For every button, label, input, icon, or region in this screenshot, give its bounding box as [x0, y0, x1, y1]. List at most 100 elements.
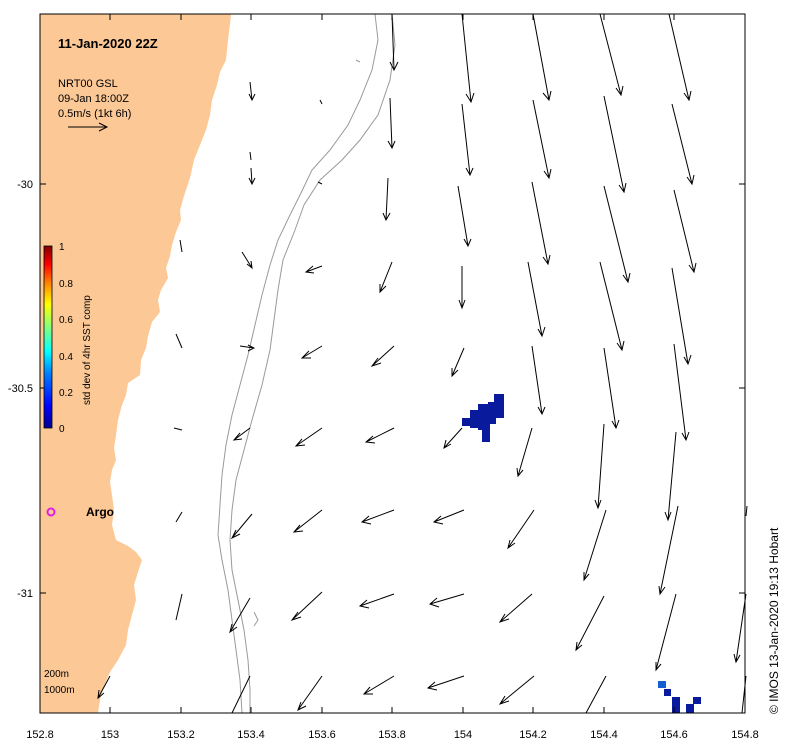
current-arrow [655, 593, 677, 672]
colorbar-tick: 0.8 [59, 279, 73, 290]
colorbar-tick: 0.2 [59, 388, 73, 399]
land-mass [40, 14, 231, 713]
current-arrow [516, 427, 533, 478]
x-tick-label: 154.6 [660, 729, 688, 741]
argo-marker[interactable] [46, 507, 56, 517]
current-arrow [358, 593, 395, 609]
current-arrow [379, 261, 393, 294]
current-arrow [575, 595, 605, 652]
timestamp-title: 11-Jan-2020 22Z [58, 36, 158, 51]
y-tick-label: -31 [17, 588, 33, 600]
current-arrow [498, 675, 535, 705]
current-arrow [294, 427, 323, 447]
current-arrow [527, 261, 546, 338]
current-arrow [429, 593, 465, 608]
current-arrow [230, 513, 253, 540]
scale-label: 0.5m/s (1kt 6h) [58, 108, 131, 120]
current-arrow [362, 675, 395, 695]
x-tick-label: 153.4 [237, 729, 265, 741]
current-arrow [583, 509, 607, 582]
current-arrow [175, 511, 183, 523]
current-arrow [304, 265, 323, 274]
contour-1000m [229, 13, 396, 713]
current-arrow [389, 13, 399, 72]
current-arrow [599, 261, 625, 352]
current-arrow [292, 509, 323, 533]
current-arrow [585, 675, 607, 714]
current-arrow [319, 99, 323, 105]
current-arrow [241, 251, 253, 270]
current-arrow [599, 13, 624, 97]
x-axis-labels: 152.8 153 153.2 153.4 153.6 153.8 154 15… [26, 729, 759, 741]
current-arrow [175, 593, 183, 621]
current-arrow [432, 509, 465, 525]
colorbar-tick: 1 [59, 242, 65, 253]
current-arrow [532, 99, 552, 180]
colorbar-ticks: 1 0.8 0.6 0.4 0.2 0 [59, 242, 73, 435]
colorbar-tick: 0 [59, 424, 65, 435]
current-arrows [97, 13, 748, 714]
current-arrow [387, 97, 396, 150]
current-arrow [300, 345, 323, 359]
current-arrow [457, 185, 472, 248]
x-tick-label: 154.4 [590, 729, 618, 741]
current-arrow [733, 593, 747, 664]
current-arrow [673, 189, 697, 274]
current-arrow [451, 347, 465, 378]
product-time: 09-Jan 18:00Z [58, 93, 129, 105]
current-arrow [426, 675, 465, 691]
current-arrow [668, 13, 692, 102]
current-arrow [290, 591, 323, 621]
current-arrow [603, 185, 631, 284]
argo-icon [46, 507, 56, 517]
current-arrow [531, 345, 546, 416]
current-arrow [248, 81, 256, 102]
current-arrow [745, 505, 748, 517]
current-arrow [173, 427, 183, 431]
x-tick-label: 152.8 [26, 729, 54, 741]
x-tick-label: 153.2 [167, 729, 195, 741]
colorbar-tick: 0.4 [59, 352, 73, 363]
current-arrow [231, 675, 251, 714]
product-label: NRT00 GSL [58, 78, 118, 90]
current-arrow [673, 343, 690, 442]
current-arrow [461, 103, 474, 177]
current-arrow [531, 181, 551, 266]
x-tick-label: 153.8 [378, 729, 406, 741]
x-tick-label: 154.8 [731, 729, 759, 741]
current-arrow [297, 675, 323, 712]
current-arrow [671, 103, 695, 186]
contour-label-200m: 200m [44, 669, 69, 680]
current-arrow [97, 675, 111, 700]
current-arrow [532, 13, 552, 102]
current-arrow [248, 167, 256, 186]
current-arrow [594, 423, 605, 510]
current-arrow [664, 431, 677, 522]
current-arrow [498, 593, 533, 623]
current-arrow [360, 509, 395, 525]
current-arrow [364, 427, 395, 444]
y-tick-label: -30.5 [8, 383, 33, 395]
credit-text: © IMOS 13-Jan-2020 19:13 Hobart [767, 527, 781, 714]
x-tick-label: 153 [101, 729, 119, 741]
current-arrow [658, 505, 679, 596]
contour-label-1000m: 1000m [44, 685, 75, 696]
current-arrow [603, 347, 620, 430]
sst-patches [462, 394, 701, 713]
current-arrow [229, 597, 251, 634]
current-arrow [671, 267, 692, 366]
current-arrow [458, 266, 466, 310]
y-axis-labels: -30 -30.5 -31 [8, 179, 33, 600]
colorbar-tick: 0.6 [59, 315, 73, 326]
current-arrow [249, 151, 252, 161]
x-tick-label: 154 [454, 729, 472, 741]
current-arrow [317, 181, 323, 185]
current-arrow [507, 509, 535, 550]
current-arrow [239, 344, 256, 352]
argo-label: Argo [86, 505, 114, 519]
current-arrow [179, 239, 183, 253]
x-axis-ticks [39, 14, 746, 713]
contour-200m [217, 13, 379, 714]
x-tick-label: 154.2 [519, 729, 547, 741]
